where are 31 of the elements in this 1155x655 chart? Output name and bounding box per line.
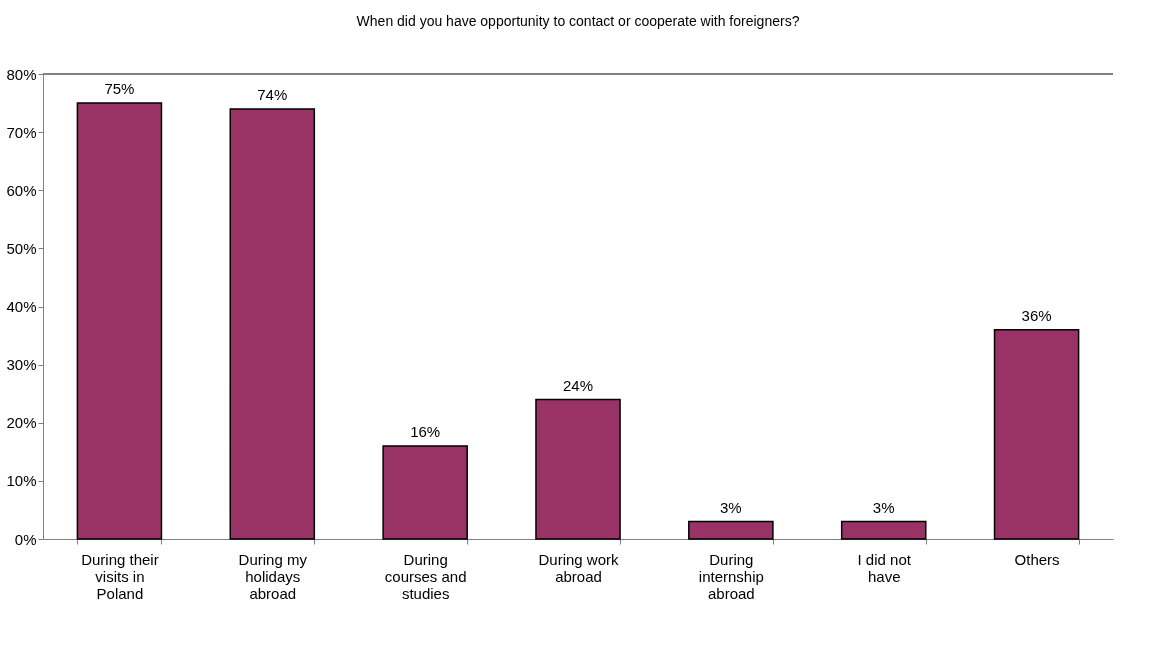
x-tick-label: During courses and studies: [384, 550, 467, 602]
bar: [382, 445, 468, 540]
data-label: 36%: [1021, 306, 1052, 324]
data-label: 74%: [257, 85, 288, 103]
y-tick-label: 40%: [6, 298, 37, 315]
x-tick-label: Others: [1014, 550, 1060, 568]
bar: [229, 108, 316, 540]
x-tick-label: During work abroad: [538, 550, 620, 585]
y-tick-label: 20%: [6, 414, 37, 432]
bar: [535, 398, 621, 540]
y-tick-label: 30%: [6, 356, 37, 374]
data-label: 3%: [872, 498, 895, 516]
y-tick-label: 50%: [6, 239, 37, 257]
bar: [993, 329, 1080, 540]
data-label: 75%: [104, 80, 135, 98]
x-tick-label: I did not have: [857, 550, 912, 585]
data-label: 16%: [410, 423, 441, 440]
bar: [688, 520, 774, 540]
chart-title: When did you have opportunity to contact or cooperate with foreigners?: [356, 13, 800, 29]
x-tick-label: During their visits in Poland: [81, 550, 159, 602]
y-tick-label: 10%: [6, 472, 37, 490]
data-label: 24%: [562, 376, 594, 394]
data-label: 3%: [720, 498, 742, 516]
y-tick-label: 80%: [6, 65, 37, 83]
y-tick-label: 0%: [14, 530, 37, 548]
x-tick-label: During my holidays abroad: [238, 550, 308, 602]
x-tick-label: During internship abroad: [698, 550, 764, 602]
y-tick-label: 70%: [6, 123, 37, 141]
y-tick-label: 60%: [6, 181, 37, 199]
bar: [76, 102, 163, 540]
bar: [840, 520, 927, 540]
